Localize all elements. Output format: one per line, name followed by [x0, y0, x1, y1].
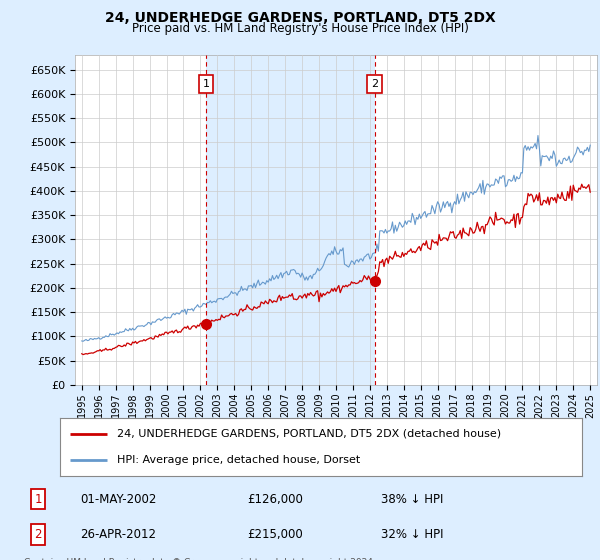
- Text: 24, UNDERHEDGE GARDENS, PORTLAND, DT5 2DX: 24, UNDERHEDGE GARDENS, PORTLAND, DT5 2D…: [104, 11, 496, 25]
- Text: 24, UNDERHEDGE GARDENS, PORTLAND, DT5 2DX (detached house): 24, UNDERHEDGE GARDENS, PORTLAND, DT5 2D…: [118, 428, 502, 438]
- Text: 26-APR-2012: 26-APR-2012: [80, 528, 156, 541]
- Text: Contains HM Land Registry data © Crown copyright and database right 2024.: Contains HM Land Registry data © Crown c…: [24, 558, 376, 560]
- Text: 1: 1: [203, 79, 209, 89]
- Text: £126,000: £126,000: [247, 493, 303, 506]
- Text: HPI: Average price, detached house, Dorset: HPI: Average price, detached house, Dors…: [118, 455, 361, 465]
- Text: 38% ↓ HPI: 38% ↓ HPI: [381, 493, 443, 506]
- Text: Price paid vs. HM Land Registry's House Price Index (HPI): Price paid vs. HM Land Registry's House …: [131, 22, 469, 35]
- Text: £215,000: £215,000: [247, 528, 303, 541]
- Text: 01-MAY-2002: 01-MAY-2002: [80, 493, 156, 506]
- Text: 2: 2: [371, 79, 379, 89]
- Text: 2: 2: [34, 528, 42, 541]
- Text: 1: 1: [34, 493, 42, 506]
- Bar: [206, 55, 375, 385]
- Bar: [206, 55, 375, 385]
- Text: 32% ↓ HPI: 32% ↓ HPI: [381, 528, 443, 541]
